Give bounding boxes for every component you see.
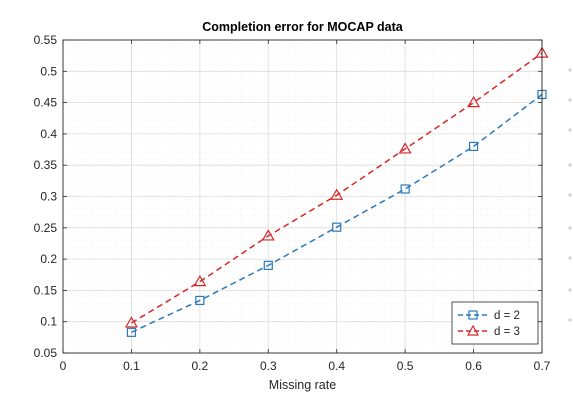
x-tick-label: 0.3 [260, 359, 277, 373]
edge-dot [568, 288, 572, 292]
y-tick-label: 0.35 [34, 158, 58, 172]
y-tick-labels: 0.05 0.1 0.15 0.2 0.25 0.3 0.35 0.4 0.45 0.5 0.55 [34, 33, 58, 360]
data-point-square [263, 260, 273, 270]
data-point-square [468, 141, 479, 152]
edge-dot [568, 226, 572, 230]
edge-dot [568, 256, 572, 260]
y-tick-label: 0.2 [40, 252, 57, 266]
edge-dot [568, 68, 572, 72]
data-point-square [126, 327, 137, 337]
edge-dot [568, 193, 572, 197]
x-tick-label: 0.4 [328, 359, 345, 373]
x-tick-label: 0.2 [192, 359, 209, 373]
chart-title: Completion error for MOCAP data [202, 20, 404, 34]
legend-marker-triangle [466, 324, 480, 336]
y-tick-label: 0.25 [34, 221, 58, 235]
edge-dot [568, 163, 572, 167]
y-tick-label: 0.05 [34, 346, 58, 360]
legend: d = 2 d = 3 [451, 301, 539, 345]
legend-marker-square [468, 310, 478, 320]
right-edge-artifacts [568, 68, 572, 322]
y-tick-label: 0.3 [40, 190, 57, 204]
edge-dot [568, 98, 572, 102]
y-tick-label: 0.4 [40, 127, 57, 141]
x-tick-label: 0.1 [123, 359, 140, 373]
tick-marks [62, 39, 543, 354]
data-point-triangle [261, 229, 275, 241]
edge-dot [568, 318, 572, 322]
data-point-square [195, 295, 205, 306]
data-point-square [332, 222, 342, 232]
edge-dot [568, 128, 572, 132]
series-line-2 [131, 52, 543, 324]
x-tick-label: 0 [60, 359, 67, 373]
data-point-triangle [398, 142, 412, 154]
legend-label-d3: d = 3 [494, 326, 520, 338]
data-point-triangle [124, 316, 138, 328]
y-tick-label: 0.5 [40, 64, 57, 78]
y-tick-label: 0.55 [34, 33, 58, 47]
y-tick-label: 0.1 [40, 315, 57, 329]
data-point-square [400, 184, 410, 194]
x-tick-label: 0.7 [534, 359, 551, 373]
x-axis-label: Missing rate [269, 378, 336, 392]
series-line-1 [131, 93, 543, 333]
legend-box [451, 301, 539, 345]
data-point-triangle [467, 95, 481, 108]
legend-label-d2: d = 2 [494, 310, 520, 322]
x-tick-label: 0.6 [465, 359, 482, 373]
y-tick-label: 0.45 [34, 96, 58, 110]
data-point-triangle [330, 188, 344, 200]
y-tick-label: 0.15 [34, 283, 58, 297]
x-tick-labels: 0 0.1 0.2 0.3 0.4 0.5 0.6 0.7 [60, 359, 551, 373]
data-point-triangle [193, 274, 207, 287]
x-tick-label: 0.5 [397, 359, 414, 373]
